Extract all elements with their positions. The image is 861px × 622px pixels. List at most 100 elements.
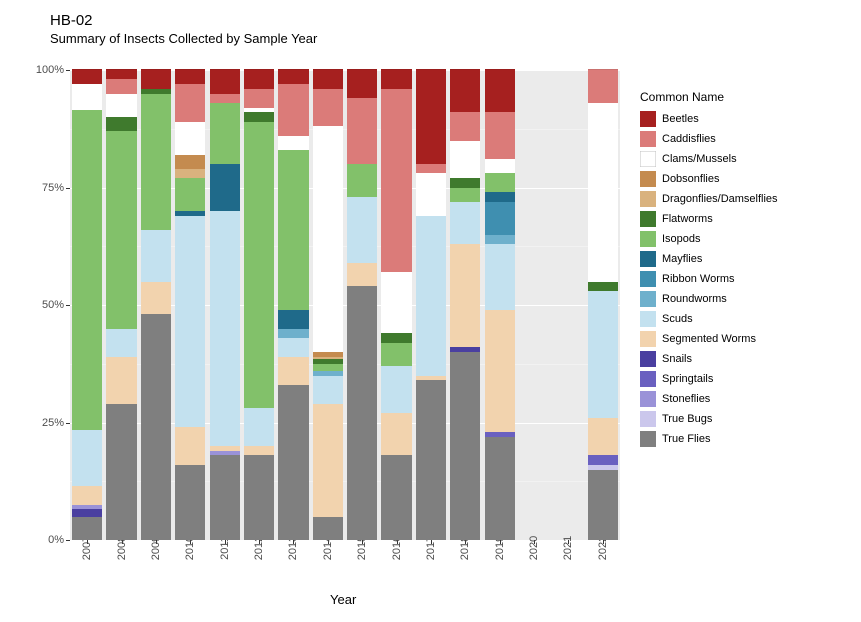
legend-item-snails: Snails [640, 350, 778, 368]
legend-item-segworms: Segmented Worms [640, 330, 778, 348]
legend-swatch [640, 151, 656, 167]
bar-segment-scuds [210, 210, 240, 446]
bar-column [106, 70, 136, 540]
bar-segment-trueflies [381, 454, 411, 540]
legend-label: Snails [662, 353, 692, 365]
legend-label: Springtails [662, 373, 713, 385]
bar-segment-clams [450, 140, 480, 179]
bar-segment-caddisflies [106, 78, 136, 93]
bar-segment-caddisflies [210, 93, 240, 103]
bar-segment-scuds [313, 375, 343, 404]
bar-segment-trueflies [313, 516, 343, 541]
bar-segment-trueflies [416, 379, 446, 540]
bar-column [450, 70, 480, 540]
bar-segment-segworms [244, 445, 274, 455]
bar-column [72, 70, 102, 540]
bar-segment-isopods [72, 109, 102, 430]
legend-item-isopods: Isopods [640, 230, 778, 248]
bar-segment-clams [72, 83, 102, 110]
bar-segment-scuds [175, 215, 205, 428]
legend-item-dragonflies: Dragonflies/Damselflies [640, 190, 778, 208]
bar-segment-segworms [106, 356, 136, 404]
bar-segment-isopods [106, 130, 136, 328]
bar-column [347, 70, 377, 540]
bar-segment-segworms [450, 243, 480, 347]
bar-segment-caddisflies [416, 163, 446, 173]
bar-segment-trueflies [450, 351, 480, 540]
bar-segment-segworms [141, 281, 171, 315]
bar-segment-clams [485, 158, 515, 173]
bar-segment-mayflies [278, 309, 308, 329]
bar-segment-trueflies [244, 454, 274, 540]
xtick-label: 2020 [528, 536, 540, 560]
legend-item-scuds: Scuds [640, 310, 778, 328]
bar-segment-clams [106, 93, 136, 118]
legend-swatch [640, 231, 656, 247]
bar-column [175, 70, 205, 540]
legend-label: Caddisflies [662, 133, 716, 145]
bar-segment-scuds [588, 290, 618, 418]
bar-segment-isopods [347, 163, 377, 197]
bar-segment-trueflies [106, 403, 136, 540]
chart-root: { "layout": { "width": 861, "height": 62… [0, 0, 861, 622]
bar-segment-segworms [381, 412, 411, 455]
bar-segment-beetles [381, 69, 411, 89]
bar-segment-ribbonworms [485, 201, 515, 235]
bar-segment-caddisflies [347, 97, 377, 164]
bar-segment-clams [416, 172, 446, 215]
bar-segment-isopods [175, 177, 205, 211]
chart-title-block: HB-02 Summary of Insects Collected by Sa… [50, 12, 317, 46]
bar-segment-trueflies [210, 454, 240, 540]
bar-segment-trueflies [175, 464, 205, 540]
bar-segment-scuds [278, 337, 308, 357]
bar-column [278, 70, 308, 540]
bar-segment-dobsonflies [175, 154, 205, 169]
legend-label: Dobsonflies [662, 173, 719, 185]
bar-segment-scuds [450, 201, 480, 244]
bar-segment-segworms [313, 403, 343, 517]
legend-item-beetles: Beetles [640, 110, 778, 128]
bar-segment-caddisflies [588, 69, 618, 103]
bar-segment-scuds [141, 229, 171, 282]
legend-item-dobsonflies: Dobsonflies [640, 170, 778, 188]
legend-swatch [640, 271, 656, 287]
legend-swatch [640, 131, 656, 147]
legend-swatch [640, 391, 656, 407]
bar-segment-isopods [485, 172, 515, 192]
legend-swatch [640, 331, 656, 347]
legend-label: Mayflies [662, 253, 702, 265]
bar-column [210, 70, 240, 540]
bar-segment-caddisflies [244, 88, 274, 108]
legend-swatch [640, 291, 656, 307]
bar-segment-segworms [485, 309, 515, 432]
legend-label: Flatworms [662, 213, 713, 225]
bar-segment-flatworms [450, 177, 480, 187]
bar-segment-beetles [278, 69, 308, 84]
bar-column [244, 70, 274, 540]
ytick-label: 0% [48, 534, 64, 546]
bar-segment-beetles [313, 69, 343, 89]
bar-segment-segworms [72, 485, 102, 505]
legend-swatch [640, 371, 656, 387]
bar-column [588, 70, 618, 540]
ytick-mark [66, 540, 70, 541]
legend-label: Roundworms [662, 293, 727, 305]
legend-label: Ribbon Worms [662, 273, 735, 285]
ytick-label: 25% [42, 417, 64, 429]
bar-segment-isopods [210, 102, 240, 164]
bar-segment-caddisflies [450, 111, 480, 140]
bar-segment-trueflies [347, 285, 377, 540]
bar-segment-beetles [175, 69, 205, 84]
bar-segment-caddisflies [381, 88, 411, 272]
bar-segment-caddisflies [278, 83, 308, 136]
legend-swatch [640, 251, 656, 267]
bar-column [313, 70, 343, 540]
bar-segment-trueflies [72, 516, 102, 541]
bar-column [485, 70, 515, 540]
legend-item-caddisflies: Caddisflies [640, 130, 778, 148]
bar-segment-clams [381, 271, 411, 333]
bar-segment-trueflies [588, 469, 618, 541]
bar-segment-segworms [588, 417, 618, 456]
bar-segment-caddisflies [175, 83, 205, 122]
bar-segment-segworms [175, 426, 205, 465]
